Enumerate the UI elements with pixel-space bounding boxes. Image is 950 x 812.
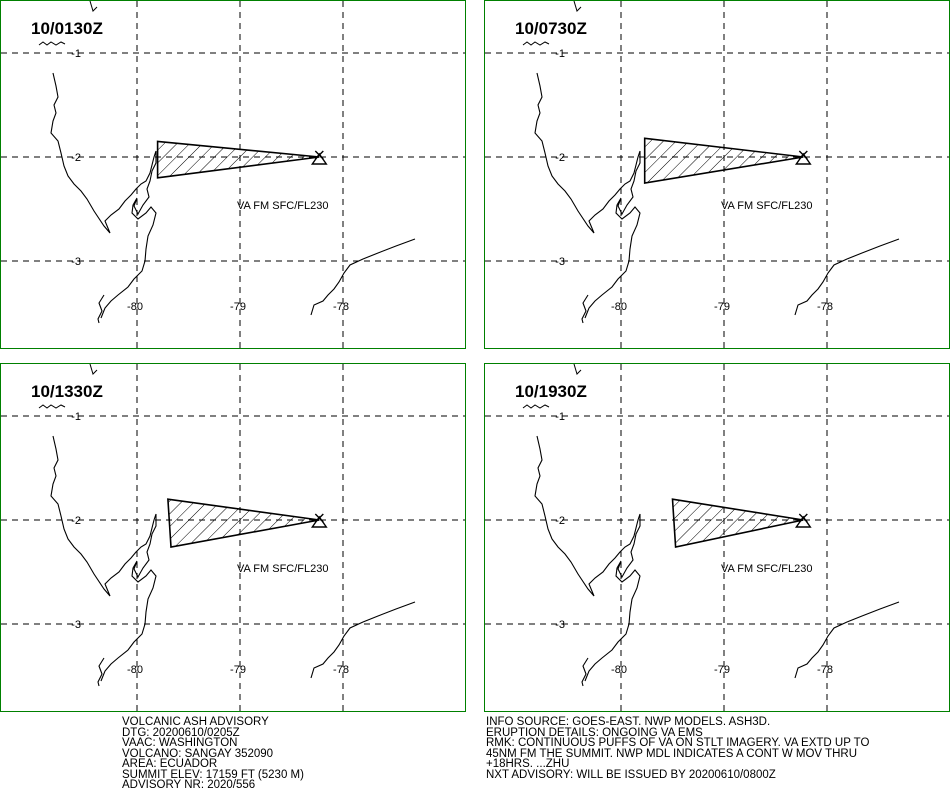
latitude-label: -1 xyxy=(555,48,565,60)
ash-cloud-polygon xyxy=(156,140,320,179)
coast-wiggle xyxy=(522,404,550,409)
advisory-header-block: VOLCANIC ASH ADVISORY DTG: 20200610/0205… xyxy=(122,717,304,791)
border-line xyxy=(794,238,900,316)
border-line xyxy=(310,238,416,316)
coastline xyxy=(534,72,641,319)
map-panel-2: -1 -2 -3 -80 -79 -78 VA FM SFC/FL230 10/0730Z xyxy=(484,0,950,349)
grid-lines xyxy=(485,1,949,348)
latitude-label: -2 xyxy=(555,515,565,527)
advisory-line: NXT ADVISORY: WILL BE ISSUED BY 20200610… xyxy=(486,768,776,781)
map-panel-1: -1 -2 -3 -80 -79 -78 VA FM SFC/FL230 10/0130Z xyxy=(0,0,466,349)
ash-layer-label: VA FM SFC/FL230 xyxy=(237,200,329,212)
panel-time: 10/1930Z xyxy=(515,382,587,401)
coastline-detail xyxy=(97,657,105,687)
longitude-label: -80 xyxy=(127,301,143,313)
longitude-label: -80 xyxy=(127,664,143,676)
advisory-line: 45NM FM THE SUMMIT. NWP MDL INDICATES A … xyxy=(486,747,858,760)
coastline-detail xyxy=(581,294,589,324)
advisory-line: VAAC: WASHINGTON xyxy=(122,737,238,749)
advisory-remarks-block: INFO SOURCE: GOES-EAST. NWP MODELS. ASH3… xyxy=(486,717,869,780)
border-line xyxy=(310,601,416,679)
north-fragment xyxy=(573,1,582,12)
ash-cloud-polygon xyxy=(643,137,804,184)
advisory-line: RMK: CONTINUOUS PUFFS OF VA ON STLT IMAG… xyxy=(486,737,870,749)
map-canvas: -1 -2 -3 -80 -79 -78 VA FM SFC/FL230 xyxy=(1,364,465,711)
advisory-line: INFO SOURCE: GOES-EAST. NWP MODELS. ASH3… xyxy=(486,716,771,728)
grid-lines xyxy=(1,1,465,348)
volcano-icon xyxy=(310,513,328,528)
advisory-line: ADVISORY NR: 2020/556 xyxy=(122,779,256,791)
longitude-label: -79 xyxy=(230,664,246,676)
advisory-line: VOLCANIC ASH ADVISORY xyxy=(122,716,269,728)
advisory-line: SUMMIT ELEV: 17159 FT (5230 M) xyxy=(122,768,304,781)
panel-time: 10/1330Z xyxy=(31,382,103,401)
coastline xyxy=(50,72,157,319)
latitude-label: -2 xyxy=(71,152,81,164)
north-fragment xyxy=(89,1,98,12)
longitude-label: -78 xyxy=(333,301,349,313)
coastline-detail xyxy=(581,657,589,687)
map-canvas: -1 -2 -3 -80 -79 -78 VA FM SFC/FL230 xyxy=(485,1,949,348)
longitude-label: -78 xyxy=(817,301,833,313)
border-line xyxy=(794,601,900,679)
longitude-label: -78 xyxy=(333,664,349,676)
coast-wiggle xyxy=(522,41,550,46)
latitude-label: -1 xyxy=(71,48,81,60)
longitude-label: -79 xyxy=(230,301,246,313)
coastline-detail xyxy=(97,294,105,324)
latitude-label: -3 xyxy=(555,256,565,268)
longitude-label: -79 xyxy=(714,301,730,313)
map-canvas: -1 -2 -3 -80 -79 -78 VA FM SFC/FL230 xyxy=(485,364,949,711)
longitude-label: -80 xyxy=(611,664,627,676)
north-fragment xyxy=(89,364,98,375)
longitude-label: -80 xyxy=(611,301,627,313)
latitude-label: -3 xyxy=(71,619,81,631)
ash-cloud-polygon xyxy=(167,498,320,548)
advisory-line: ERUPTION DETAILS: ONGOING VA EMS xyxy=(486,726,703,739)
longitude-label: -78 xyxy=(817,664,833,676)
map-panel-4: -1 -2 -3 -80 -79 -78 VA FM SFC/FL230 10/1930Z xyxy=(484,363,950,712)
advisory-line: VOLCANO: SANGAY 352090 xyxy=(122,747,274,760)
latitude-label: -1 xyxy=(555,411,565,423)
panel-time: 10/0130Z xyxy=(31,19,103,38)
coast-wiggle xyxy=(38,41,66,46)
advisory-line: +18HRS. ...ZHU xyxy=(486,758,570,770)
advisory-line: DTG: 20200610/0205Z xyxy=(122,726,240,739)
coastline xyxy=(50,435,157,682)
north-fragment xyxy=(573,364,582,375)
latitude-label: -3 xyxy=(71,256,81,268)
latitude-label: -3 xyxy=(555,619,565,631)
volcano-icon xyxy=(794,150,812,165)
latitude-label: -1 xyxy=(71,411,81,423)
volcano-icon xyxy=(310,150,328,165)
advisory-line: AREA: ECUADOR xyxy=(122,758,218,770)
panel-time: 10/0730Z xyxy=(515,19,587,38)
ash-cloud-polygon xyxy=(671,498,804,548)
ash-layer-label: VA FM SFC/FL230 xyxy=(721,200,813,212)
map-panel-3: -1 -2 -3 -80 -79 -78 VA FM SFC/FL230 10/1330Z xyxy=(0,363,466,712)
volcano-icon xyxy=(794,513,812,528)
coast-wiggle xyxy=(38,404,66,409)
coastline xyxy=(534,435,641,682)
map-canvas: -1 -2 -3 -80 -79 -78 VA FM SFC/FL230 xyxy=(1,1,465,348)
latitude-label: -2 xyxy=(555,152,565,164)
longitude-label: -79 xyxy=(714,664,730,676)
ash-layer-label: VA FM SFC/FL230 xyxy=(237,563,329,575)
latitude-label: -2 xyxy=(71,515,81,527)
ash-layer-label: VA FM SFC/FL230 xyxy=(721,563,813,575)
